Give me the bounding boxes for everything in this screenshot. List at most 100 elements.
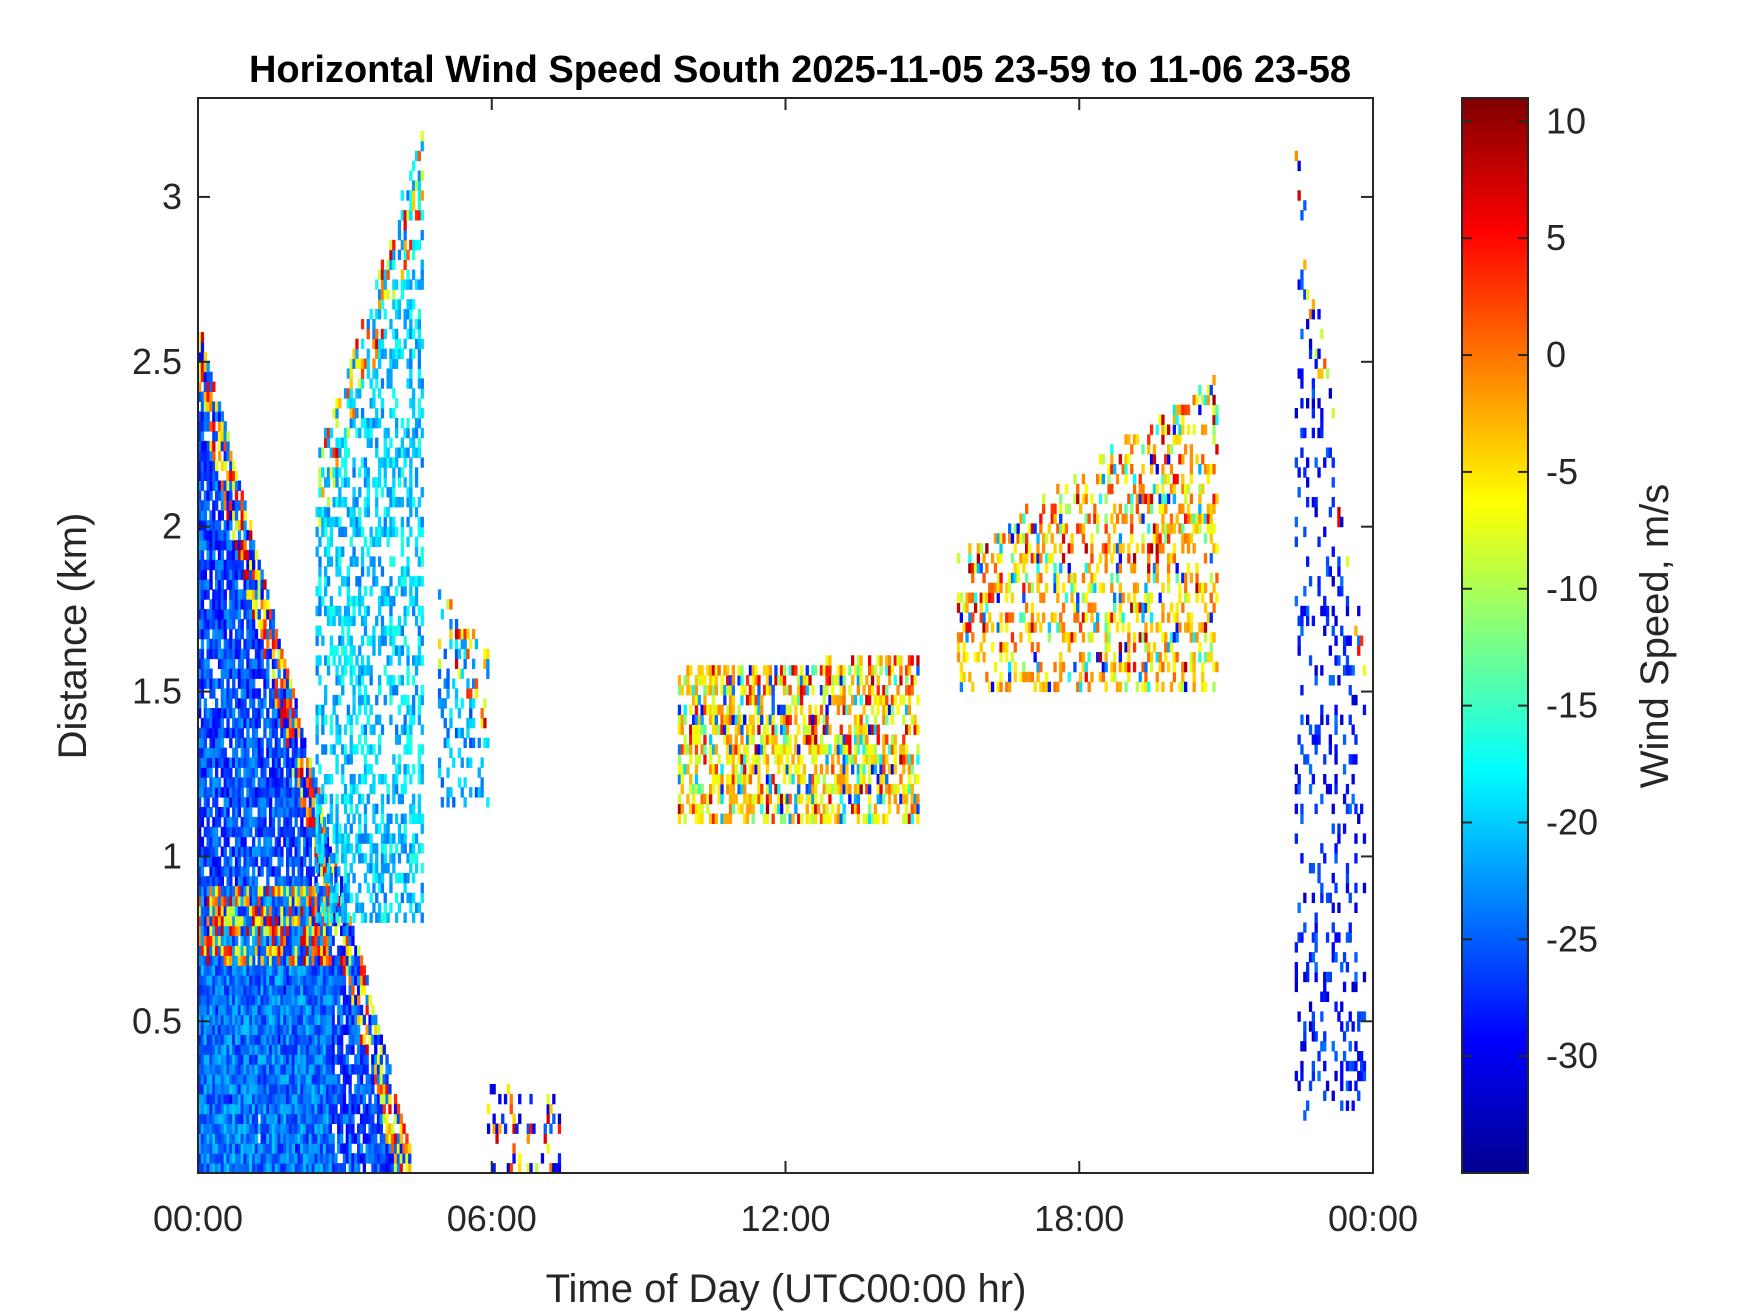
heatmap-cell bbox=[263, 787, 267, 798]
heatmap-cell bbox=[280, 886, 284, 897]
heatmap-cell bbox=[355, 843, 359, 854]
heatmap-cell bbox=[297, 1004, 301, 1016]
heatmap-cell bbox=[274, 1054, 278, 1065]
heatmap-cell bbox=[200, 549, 205, 561]
heatmap-cell bbox=[380, 793, 385, 805]
heatmap-cell bbox=[252, 896, 256, 907]
heatmap-cell bbox=[203, 1054, 207, 1065]
heatmap-cell bbox=[274, 866, 278, 877]
heatmap-cell bbox=[274, 1014, 278, 1026]
heatmap-cell bbox=[257, 886, 261, 897]
heatmap-cell bbox=[234, 579, 239, 590]
heatmap-cell bbox=[374, 1054, 378, 1065]
heatmap-cell bbox=[232, 480, 236, 491]
heatmap-cell bbox=[378, 556, 382, 567]
heatmap-cell bbox=[226, 836, 230, 848]
heatmap-cell bbox=[243, 1103, 247, 1115]
heatmap-cell bbox=[260, 737, 264, 749]
heatmap-cell bbox=[254, 747, 259, 758]
heatmap-cell bbox=[303, 886, 307, 897]
heatmap-cell bbox=[294, 816, 298, 828]
heatmap-cell bbox=[305, 1153, 310, 1164]
heatmap-cell bbox=[348, 1103, 352, 1115]
heatmap-cell bbox=[294, 807, 298, 818]
heatmap-cell bbox=[209, 678, 213, 689]
heatmap-cell bbox=[243, 1014, 247, 1026]
heatmap-cell bbox=[317, 1093, 321, 1105]
heatmap-cell bbox=[303, 905, 307, 917]
heatmap-cell bbox=[358, 823, 362, 834]
heatmap-cell bbox=[380, 635, 385, 646]
heatmap-cell bbox=[206, 1064, 210, 1075]
heatmap-cell bbox=[257, 915, 261, 927]
heatmap-cell bbox=[374, 1024, 378, 1035]
heatmap-cell bbox=[303, 965, 307, 976]
heatmap-cell bbox=[297, 1014, 301, 1026]
heatmap-cell bbox=[345, 1054, 349, 1065]
heatmap-cell bbox=[374, 1143, 378, 1154]
heatmap-cell bbox=[226, 520, 230, 531]
heatmap-cell bbox=[271, 678, 276, 689]
heatmap-cell bbox=[308, 905, 312, 917]
heatmap-cell bbox=[314, 1074, 318, 1085]
heatmap-cell bbox=[346, 427, 350, 439]
heatmap-cell bbox=[277, 1163, 281, 1174]
heatmap-cell bbox=[391, 1123, 395, 1134]
heatmap-cell bbox=[311, 1153, 315, 1164]
heatmap-cell bbox=[334, 1074, 338, 1085]
heatmap-cell bbox=[305, 896, 310, 907]
heatmap-cell bbox=[280, 955, 284, 966]
heatmap-cell bbox=[237, 638, 242, 650]
heatmap-cell bbox=[274, 757, 278, 768]
heatmap-cell bbox=[311, 787, 315, 798]
heatmap-cell bbox=[348, 1004, 352, 1016]
heatmap-cell bbox=[335, 398, 339, 409]
heatmap-cell bbox=[334, 1093, 338, 1105]
heatmap-cell bbox=[318, 477, 322, 488]
heatmap-cell bbox=[315, 714, 319, 725]
heatmap-cell bbox=[277, 1024, 281, 1035]
heatmap-cell bbox=[206, 727, 210, 739]
heatmap-cell bbox=[226, 767, 230, 778]
heatmap-cell bbox=[274, 876, 278, 887]
heatmap-cell bbox=[260, 965, 264, 976]
heatmap-cell bbox=[386, 536, 390, 547]
heatmap-cell bbox=[226, 816, 230, 828]
heatmap-cell bbox=[232, 985, 236, 996]
heatmap-cell bbox=[198, 905, 202, 917]
heatmap-cell bbox=[203, 579, 207, 590]
heatmap-cell bbox=[257, 1034, 261, 1045]
heatmap-cell bbox=[209, 896, 213, 907]
heatmap-cell bbox=[212, 381, 216, 392]
heatmap-cell bbox=[363, 853, 368, 864]
heatmap-cell bbox=[246, 569, 250, 580]
heatmap-cell bbox=[209, 708, 213, 719]
heatmap-cell bbox=[305, 925, 310, 937]
heatmap-cell bbox=[212, 500, 216, 511]
heatmap-cell bbox=[212, 520, 216, 531]
heatmap-cell bbox=[311, 1004, 315, 1016]
heatmap-cell bbox=[335, 645, 339, 656]
heatmap-cell bbox=[363, 427, 368, 439]
heatmap-cell bbox=[223, 807, 227, 818]
heatmap-cell bbox=[263, 886, 267, 897]
heatmap-cell bbox=[209, 1123, 213, 1134]
heatmap-cell bbox=[252, 559, 256, 571]
heatmap-cell bbox=[303, 1014, 307, 1026]
heatmap-cell bbox=[212, 1004, 216, 1016]
heatmap-cell bbox=[294, 708, 298, 719]
heatmap-cell bbox=[257, 1054, 261, 1065]
heatmap-cell bbox=[357, 985, 361, 996]
heatmap-cell bbox=[338, 694, 342, 706]
heatmap-cell bbox=[203, 1123, 207, 1134]
heatmap-cell bbox=[388, 1084, 392, 1095]
heatmap-cell bbox=[374, 1103, 378, 1115]
heatmap-cell bbox=[325, 1024, 330, 1035]
heatmap-cell bbox=[240, 1064, 244, 1075]
heatmap-cell bbox=[324, 655, 328, 666]
heatmap-cell bbox=[351, 935, 355, 946]
heatmap-cell bbox=[252, 747, 256, 758]
heatmap-cell bbox=[376, 1064, 381, 1075]
heatmap-cell bbox=[337, 945, 341, 956]
heatmap-cell bbox=[200, 994, 205, 1006]
